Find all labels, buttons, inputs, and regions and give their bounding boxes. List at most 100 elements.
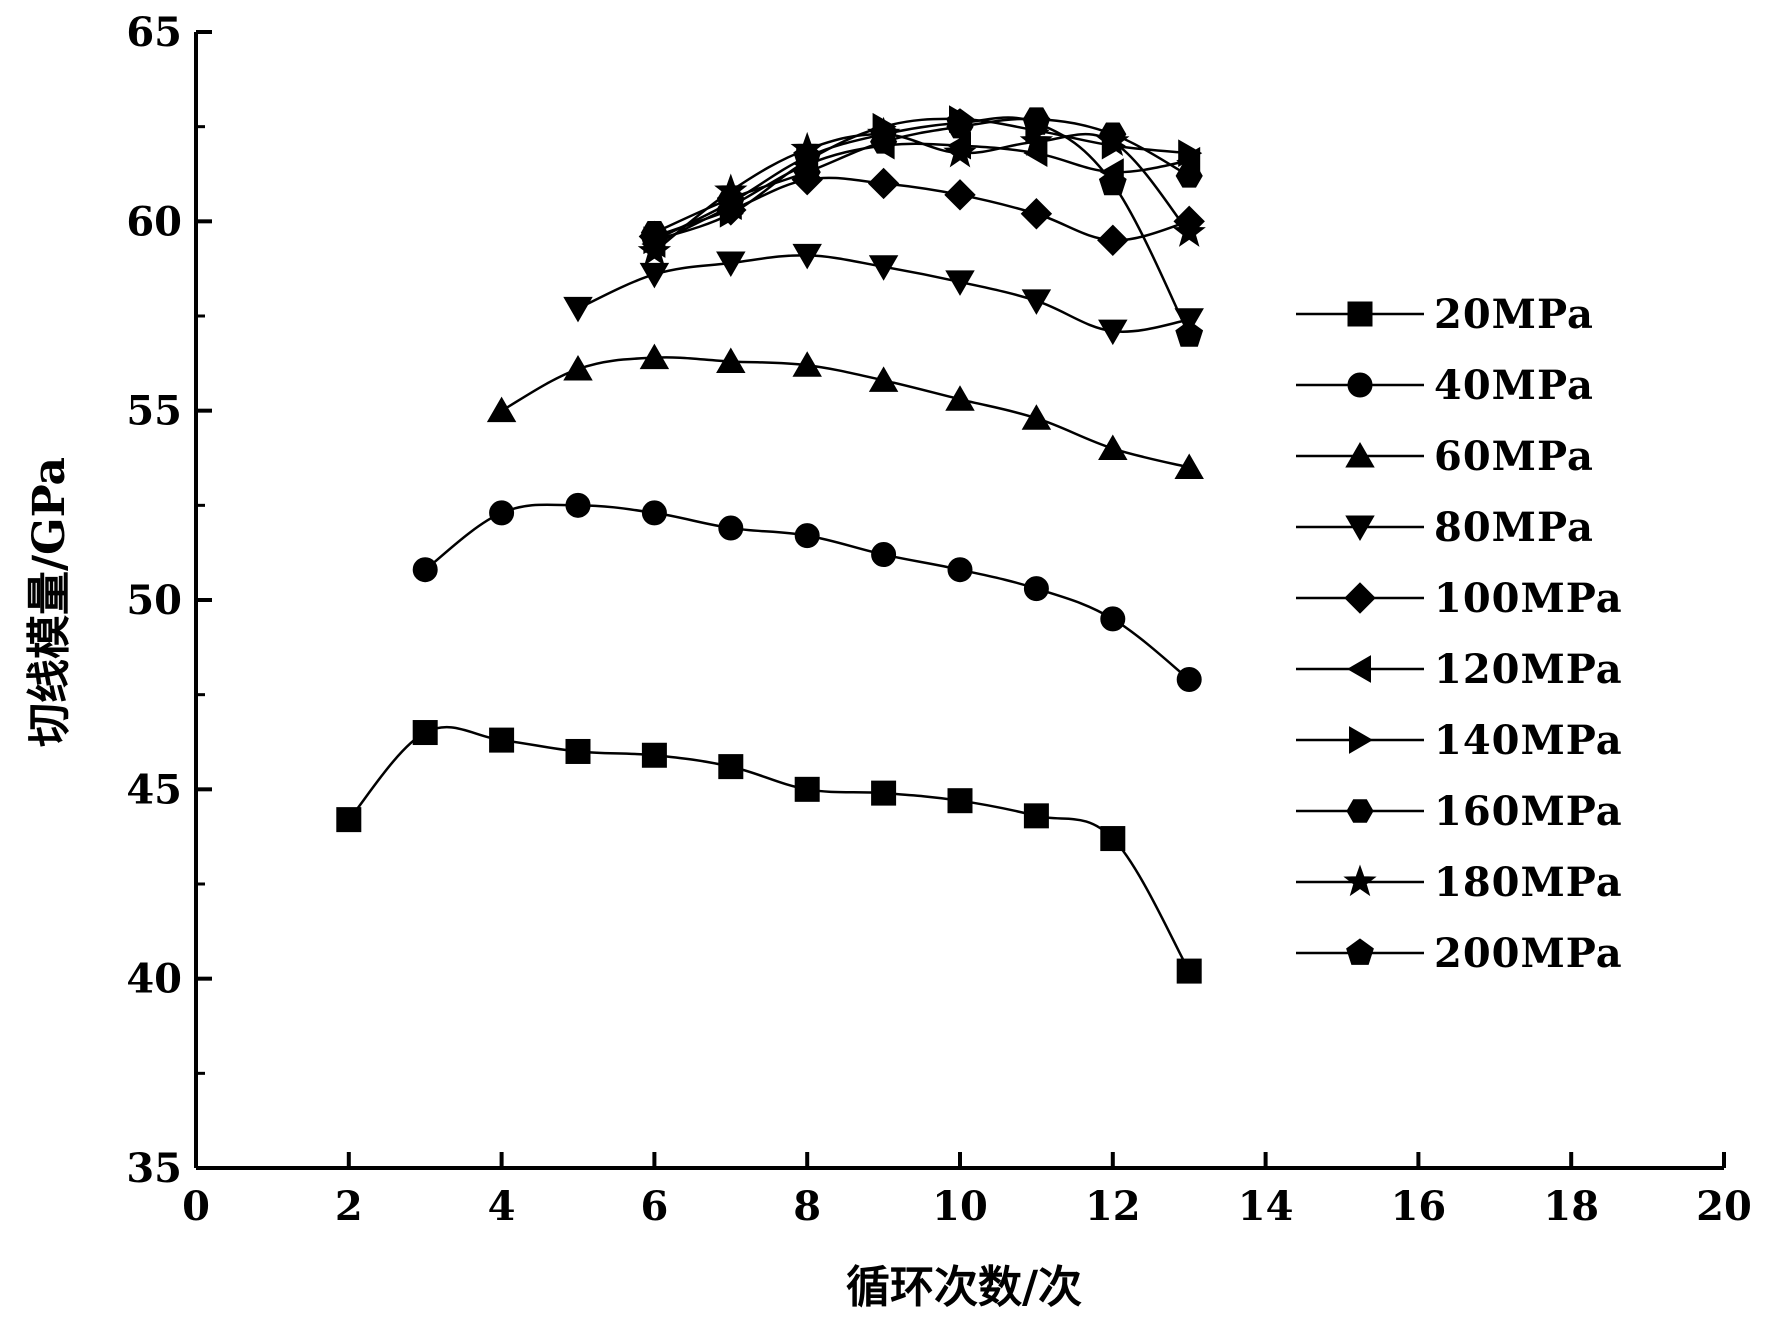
data-point-200mpa: [1022, 108, 1051, 135]
series-40mpa: [412, 492, 1202, 693]
data-point-20mpa: [336, 807, 362, 833]
data-point-60mpa: [1098, 434, 1128, 461]
data-point-20mpa: [1176, 958, 1202, 984]
legend: 20MPa 40MPa 60MPa 80MPa 100MPa 120MPa 140MPa 16…: [1296, 291, 1623, 977]
x-tick-label: 2: [335, 1183, 363, 1230]
legend-item-140mpa: 140MPa: [1296, 717, 1623, 764]
data-point-200mpa: [716, 187, 745, 215]
legend-label: 140MPa: [1434, 717, 1623, 764]
legend-marker-80mpa: [1345, 515, 1375, 541]
data-point-40mpa: [718, 515, 744, 541]
data-point-20mpa: [412, 720, 438, 746]
legend-marker-40mpa: [1347, 372, 1373, 398]
legend-marker-20mpa: [1347, 301, 1373, 327]
data-point-60mpa: [639, 343, 670, 370]
legend-label: 200MPa: [1434, 930, 1623, 977]
legend-marker-120mpa: [1346, 655, 1371, 683]
y-tick-label: 40: [126, 956, 182, 1003]
x-tick-label: 6: [640, 1183, 668, 1230]
x-tick-label: 20: [1696, 1183, 1752, 1230]
data-point-60mpa: [1021, 404, 1052, 430]
data-point-200mpa: [869, 119, 898, 147]
legend-label: 120MPa: [1434, 646, 1623, 693]
data-point-180mpa: [1096, 124, 1130, 156]
legend-marker-160mpa: [1346, 799, 1374, 823]
data-point-60mpa: [1174, 453, 1204, 479]
data-point-20mpa: [794, 776, 820, 802]
data-point-200mpa: [1098, 168, 1127, 196]
data-point-40mpa: [1023, 576, 1049, 602]
data-point-100mpa: [867, 167, 900, 200]
legend-label: 100MPa: [1434, 575, 1623, 622]
legend-item-100mpa: 100MPa: [1296, 575, 1623, 622]
data-point-20mpa: [947, 788, 973, 814]
data-point-20mpa: [565, 738, 591, 764]
data-point-80mpa: [563, 296, 593, 323]
data-point-80mpa: [868, 255, 899, 281]
data-point-100mpa: [1020, 198, 1053, 230]
x-tick-label: 18: [1543, 1183, 1599, 1230]
data-point-200mpa: [640, 225, 669, 253]
data-point-40mpa: [412, 557, 438, 583]
data-point-40mpa: [947, 557, 973, 583]
data-point-20mpa: [718, 754, 744, 780]
series-200mpa: [640, 108, 1204, 347]
data-point-60mpa: [486, 396, 517, 423]
x-tick-label: 10: [932, 1183, 988, 1230]
series-80mpa: [563, 243, 1204, 346]
data-point-20mpa: [489, 727, 515, 753]
series-20mpa: [336, 720, 1202, 984]
data-point-80mpa: [1098, 319, 1128, 346]
legend-marker-140mpa: [1349, 726, 1374, 754]
legend-label: 20MPa: [1434, 291, 1594, 338]
series-line-20mpa: [347, 725, 1191, 972]
x-tick-label: 16: [1391, 1183, 1447, 1230]
data-point-40mpa: [641, 500, 667, 526]
legend-item-180mpa: 180MPa: [1296, 859, 1623, 906]
series-layer: [336, 105, 1206, 984]
data-point-60mpa: [792, 351, 822, 377]
data-point-20mpa: [871, 780, 897, 806]
data-point-140mpa: [1178, 139, 1203, 168]
legend-item-160mpa: 160MPa: [1296, 788, 1623, 835]
data-point-180mpa: [943, 135, 977, 168]
y-tick-label: 60: [126, 198, 182, 245]
y-axis-title: 切线模量/GPa: [24, 457, 75, 747]
data-point-20mpa: [1100, 826, 1126, 852]
x-axis-title: 循环次数/次: [846, 1262, 1082, 1313]
x-tick-label: 8: [793, 1183, 821, 1230]
x-tick-label: 0: [182, 1183, 210, 1230]
legend-label: 160MPa: [1434, 788, 1623, 835]
data-point-180mpa: [1172, 215, 1206, 247]
data-point-60mpa: [868, 366, 899, 392]
data-point-200mpa: [946, 108, 974, 135]
data-point-40mpa: [794, 523, 820, 549]
y-tick-label: 65: [126, 9, 182, 56]
data-point-200mpa: [1175, 320, 1204, 347]
data-point-40mpa: [489, 500, 515, 526]
x-tick-label: 12: [1085, 1183, 1141, 1230]
data-point-80mpa: [792, 243, 822, 270]
data-point-60mpa: [945, 385, 975, 411]
legend-item-20mpa: 20MPa: [1296, 291, 1594, 338]
data-point-60mpa: [716, 347, 746, 373]
legend-item-200mpa: 200MPa: [1296, 930, 1623, 977]
x-tick-label: 4: [488, 1183, 516, 1230]
data-point-40mpa: [1176, 667, 1202, 693]
y-tick-label: 35: [126, 1145, 182, 1192]
series-line-60mpa: [501, 356, 1190, 469]
axes: 0 2 4 6 8 10 12 14 16 18 20 35 40 45 50 55 60 65: [126, 9, 1752, 1230]
legend-item-60mpa: 60MPa: [1296, 433, 1593, 480]
legend-label: 180MPa: [1434, 859, 1623, 906]
legend-marker-200mpa: [1346, 938, 1374, 965]
legend-marker-180mpa: [1343, 864, 1377, 897]
data-point-40mpa: [1100, 606, 1126, 632]
data-point-60mpa: [563, 355, 593, 381]
data-point-160mpa: [1175, 164, 1203, 188]
legend-label: 40MPa: [1434, 362, 1594, 409]
x-tick-label: 14: [1238, 1183, 1294, 1230]
series-60mpa: [486, 343, 1204, 479]
data-point-180mpa: [1019, 124, 1054, 156]
